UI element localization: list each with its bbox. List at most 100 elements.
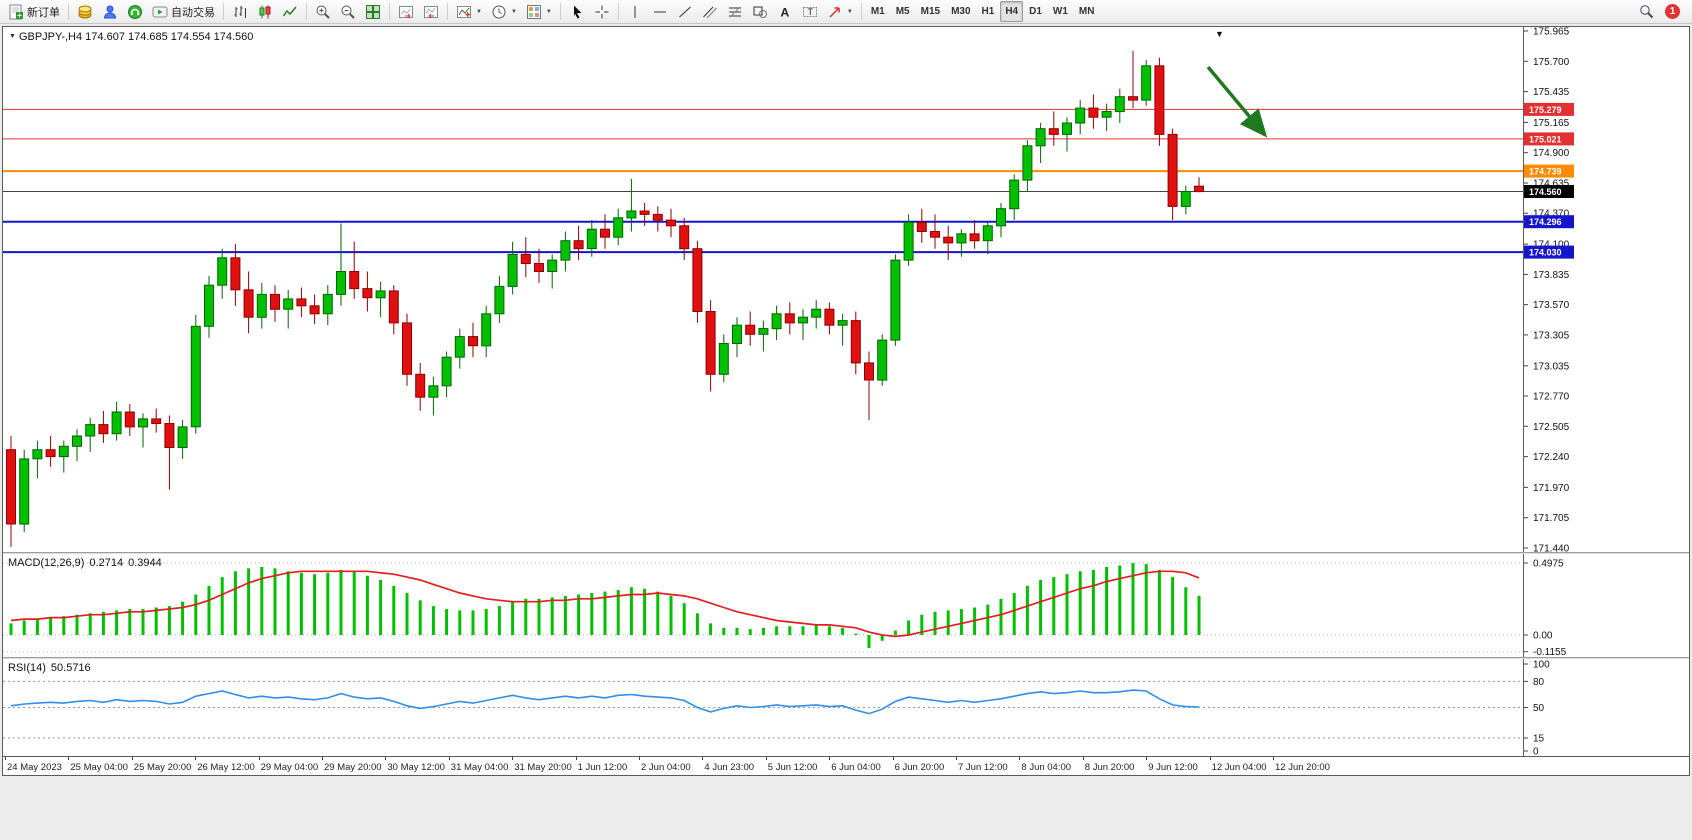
new-order-button[interactable]: 新订单 <box>4 1 64 22</box>
zoom-in-icon <box>315 4 331 20</box>
timeframe-h4-button[interactable]: H4 <box>1000 1 1024 22</box>
label-button[interactable]: T <box>798 1 822 22</box>
main-price-pane[interactable] <box>3 27 1523 552</box>
arrows-button[interactable]: ▼ <box>823 1 857 22</box>
indicators-button[interactable]: ▼ <box>452 1 486 22</box>
price-tag-label: 174.296 <box>1529 217 1562 227</box>
templates-button[interactable]: ▼ <box>522 1 556 22</box>
annotation-arrow[interactable] <box>1206 65 1268 138</box>
price-tag <box>1524 102 1574 116</box>
price-tag <box>1524 164 1574 178</box>
fibonacci-button[interactable] <box>723 1 747 22</box>
shapes-button[interactable] <box>748 1 772 22</box>
bar-chart-button[interactable] <box>228 1 252 22</box>
text-button[interactable]: A <box>773 1 797 22</box>
time-tick <box>702 757 704 760</box>
time-tick <box>1082 757 1084 760</box>
timeframe-w1-button[interactable]: W1 <box>1048 1 1073 22</box>
time-tick <box>322 757 323 760</box>
symbol-dropdown-icon[interactable]: ▼ <box>9 33 16 40</box>
time-tick <box>1273 757 1274 760</box>
pane-splitter[interactable] <box>3 657 1689 659</box>
auto-scroll-icon <box>398 4 414 20</box>
time-tick <box>575 757 577 760</box>
price-tick-label: 173.035 <box>1533 361 1570 372</box>
zoom-in-button[interactable] <box>311 1 335 22</box>
timeframe-m30-button[interactable]: M30 <box>946 1 975 22</box>
auto-trading-button[interactable]: 自动交易 <box>148 1 219 22</box>
price-axis[interactable]: 175.965 175.700 175.435 175.165 174.900 174.6… <box>1523 27 1689 756</box>
toolbar-right-group: 1 <box>1634 1 1688 22</box>
candlestick-chart-button[interactable] <box>253 1 277 22</box>
rsi-axis[interactable]: 100 80 50 15 0 <box>1524 659 1690 756</box>
indicators-icon <box>456 4 472 20</box>
timeframe-m15-button[interactable]: M15 <box>916 1 945 22</box>
support-button[interactable] <box>123 1 147 22</box>
price-tag-label: 175.279 <box>1529 105 1562 115</box>
time-label: 30 May 12:00 <box>387 762 445 773</box>
arrow-tool-icon <box>827 4 843 20</box>
horizontal-lines[interactable] <box>3 108 1523 254</box>
cursor-button[interactable] <box>565 1 589 22</box>
scroll-to-end-marker[interactable]: ▼ <box>1215 29 1224 39</box>
time-label: 6 Jun 20:00 <box>894 762 945 773</box>
rsi-value: 50.5716 <box>50 662 91 674</box>
price-tick-label: 173.835 <box>1533 270 1570 281</box>
timeframe-d1-button[interactable]: D1 <box>1024 1 1047 22</box>
toolbar-separator <box>68 3 69 20</box>
main-price-axis[interactable]: 175.965 175.700 175.435 175.165 174.900 174.6… <box>1524 27 1690 552</box>
trendline-icon <box>677 4 693 20</box>
horizontal-line-button[interactable] <box>648 1 672 22</box>
shapes-icon <box>752 4 768 20</box>
rsi-tick-label: 80 <box>1533 677 1545 688</box>
candlestick-icon <box>257 4 273 20</box>
price-tick-label: 173.305 <box>1533 330 1570 341</box>
search-button[interactable] <box>1634 1 1658 22</box>
pane-splitter[interactable] <box>3 552 1689 554</box>
rsi-pane[interactable] <box>3 659 1523 756</box>
time-tick <box>5 757 6 760</box>
tile-windows-button[interactable] <box>361 1 385 22</box>
time-tick <box>1019 757 1021 760</box>
macd-value: 0.2714 <box>89 557 124 569</box>
auto-scroll-button[interactable] <box>394 1 418 22</box>
price-tick-label: 175.165 <box>1533 118 1570 129</box>
price-tick-label: 171.970 <box>1533 483 1570 494</box>
line-chart-button[interactable] <box>278 1 302 22</box>
macd-name: MACD(12,26,9) <box>8 557 85 569</box>
timeframe-m1-button[interactable]: M1 <box>866 1 890 22</box>
rsi-label: RSI(14) 50.5716 <box>8 662 91 674</box>
line-chart-icon <box>282 4 298 20</box>
rsi-line <box>10 689 1200 715</box>
price-tick-label: 173.570 <box>1533 300 1570 311</box>
time-axis[interactable]: 24 May 2023 25 May 04:00 25 May 20:00 26 Ma… <box>3 756 1689 775</box>
periods-button[interactable]: ▼ <box>487 1 521 22</box>
time-label: 31 May 04:00 <box>450 762 509 773</box>
price-tick-label: 175.700 <box>1533 57 1570 68</box>
account-button[interactable] <box>98 1 122 22</box>
zoom-out-button[interactable] <box>336 1 360 22</box>
vertical-line-button[interactable] <box>623 1 647 22</box>
time-label: 4 Jun 23:00 <box>704 762 755 773</box>
macd-signal-line <box>10 570 1200 638</box>
deposit-button[interactable] <box>73 1 97 22</box>
time-label: 12 Jun 04:00 <box>1211 762 1267 773</box>
notification-badge[interactable]: 1 <box>1665 4 1680 19</box>
timeframe-mn-button[interactable]: MN <box>1074 1 1100 22</box>
timeframe-h1-button[interactable]: H1 <box>977 1 1000 22</box>
crosshair-button[interactable] <box>590 1 614 22</box>
timeframe-m5-button[interactable]: M5 <box>891 1 915 22</box>
chart-shift-button[interactable] <box>419 1 443 22</box>
macd-pane[interactable] <box>3 554 1523 657</box>
time-tick <box>258 757 260 760</box>
chart-window[interactable]: ▼ GBPJPY-,H4 174.607 174.685 174.554 174.… <box>2 26 1690 776</box>
text-icon: A <box>777 4 793 20</box>
time-tick <box>448 757 450 760</box>
rsi-tick-label: 0 <box>1533 747 1539 757</box>
trendline-button[interactable] <box>673 1 697 22</box>
time-label: 26 May 12:00 <box>197 762 255 773</box>
price-tick-label: 172.770 <box>1533 392 1570 403</box>
time-label: 24 May 2023 <box>7 762 62 773</box>
macd-axis[interactable]: 0.4975 0.00 -0.1155 <box>1524 554 1690 657</box>
channel-button[interactable] <box>698 1 722 22</box>
